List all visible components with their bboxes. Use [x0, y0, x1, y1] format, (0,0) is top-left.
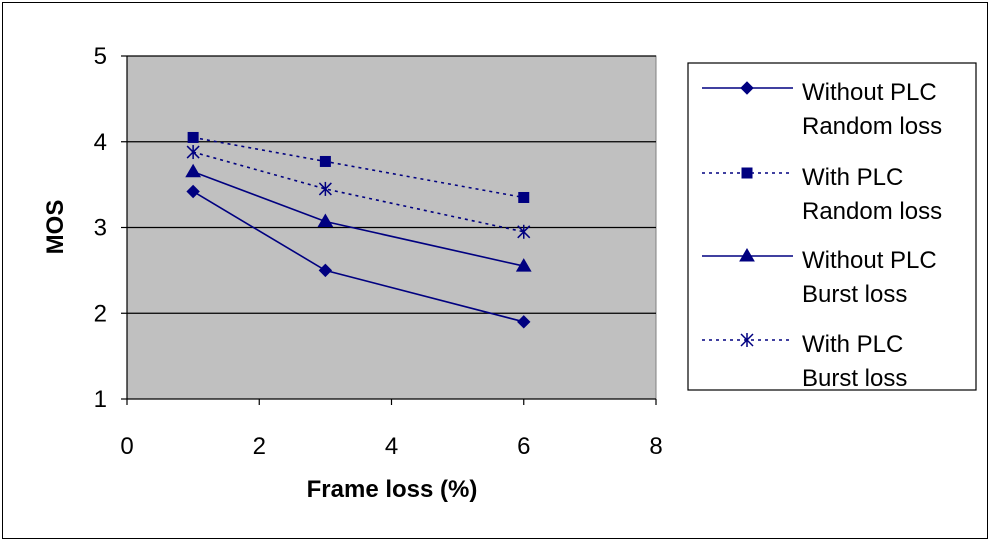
x-tick-label-4: 4 [385, 433, 398, 460]
y-axis-title: MOS [42, 200, 69, 255]
legend-entry-3: Without PLC Burst loss [702, 247, 937, 308]
x-tick-label-8: 8 [649, 433, 662, 460]
data-point [186, 184, 200, 199]
data-point [185, 163, 201, 178]
x-axis-title: Frame loss (%) [307, 476, 478, 503]
legend: Without PLC Random loss With PLC Random los… [687, 62, 977, 392]
data-point [517, 224, 531, 239]
legend-label-line1: With PLC [802, 164, 903, 191]
legend-entry-2: With PLC Random loss [702, 164, 942, 225]
data-point [515, 258, 532, 272]
legend-marker [740, 333, 754, 347]
series-3 [185, 163, 532, 272]
series-4 [186, 145, 531, 239]
legend-marker [741, 167, 753, 179]
legend-label-line1: Without PLC [802, 79, 937, 106]
legend-entry-1: Without PLC Random loss [702, 79, 942, 140]
data-point [187, 131, 199, 143]
legend-label-line1: Without PLC [802, 247, 937, 274]
legend-label-line2: Burst loss [802, 281, 907, 308]
y-tick-label-5: 5 [94, 43, 107, 70]
y-tick-label-3: 3 [94, 215, 107, 242]
axes: 1 2 3 4 5 0 2 4 6 8 [94, 43, 663, 460]
legend-label-line2: Burst loss [802, 365, 907, 392]
series-1 [186, 184, 531, 329]
data-point [319, 155, 331, 167]
data-point [317, 213, 334, 227]
data-point [318, 263, 333, 278]
data-point [518, 191, 530, 203]
data-point [318, 181, 332, 196]
x-tick-label-6: 6 [517, 433, 530, 460]
series-2 [187, 131, 530, 203]
legend-marker [740, 81, 754, 95]
legend-label-line2: Random loss [802, 113, 942, 140]
data-point [517, 315, 531, 329]
x-tick-label-0: 0 [120, 433, 133, 460]
legend-label-line2: Random loss [802, 198, 942, 225]
y-tick-label-1: 1 [94, 386, 107, 413]
legend-label-line1: With PLC [802, 331, 903, 358]
legend-marker [739, 248, 755, 262]
y-tick-label-2: 2 [94, 300, 107, 327]
y-tick-label-4: 4 [94, 129, 107, 156]
data-point [186, 145, 200, 160]
x-tick-label-2: 2 [253, 433, 266, 460]
series-group [185, 131, 532, 329]
legend-box [687, 62, 977, 391]
plot-area [126, 55, 657, 400]
legend-entry-4: With PLC Burst loss [702, 331, 907, 392]
